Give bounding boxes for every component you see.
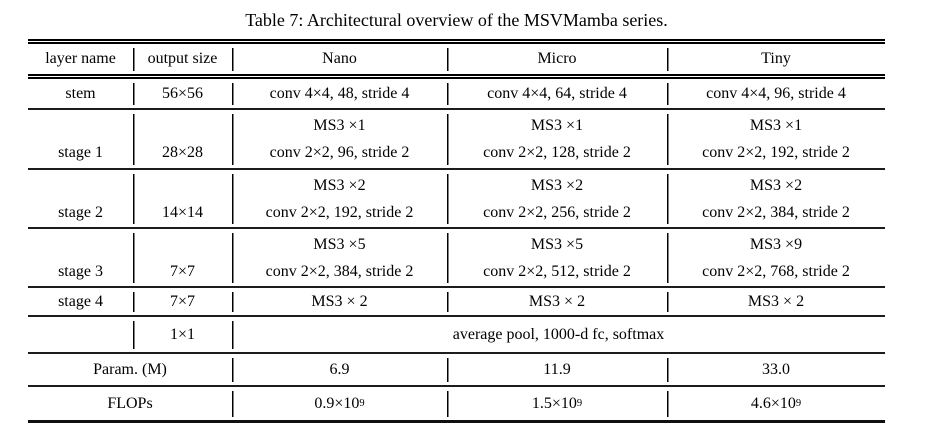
- cell-stage2-nano: MS3 ×2 conv 2×2, 192, stride 2: [232, 170, 447, 227]
- table-rule-7: [28, 385, 885, 387]
- cell-param-micro: 11.9: [447, 354, 667, 385]
- cell-stem-tiny: conv 4×4, 96, stride 4: [667, 79, 885, 108]
- cell-stage3-name: stage 3: [58, 262, 103, 280]
- cell-stage1-tiny: MS3 ×1 conv 2×2, 192, stride 2: [667, 110, 885, 168]
- col-header-layer-name: layer name: [45, 50, 116, 67]
- col-header-output-size: output size: [133, 44, 232, 74]
- table-rule-5: [28, 315, 885, 317]
- cell-stage1-micro: MS3 ×1 conv 2×2, 128, stride 2: [447, 110, 667, 168]
- cell-param-label: Param. (M): [93, 360, 167, 378]
- table-rule-2: [28, 168, 885, 170]
- cell-stage4-name: stage 4: [58, 292, 103, 310]
- cell-stage1-name: stage 1: [58, 144, 103, 161]
- cell-stage4-micro: MS3 × 2: [447, 288, 667, 315]
- table-caption: Table 7: Architectural overview of the M…: [245, 10, 668, 30]
- table-rule-3: [28, 227, 885, 229]
- cell-param-tiny: 33.0: [667, 354, 885, 385]
- cell-stage4-tiny: MS3 × 2: [667, 288, 885, 315]
- cell-stem-name: stem: [65, 84, 96, 102]
- cell-stage2-micro: MS3 ×2 conv 2×2, 256, stride 2: [447, 170, 667, 227]
- table-rule-bottom: [28, 420, 885, 423]
- cell-stage4-size: 7×7: [133, 288, 232, 315]
- table-rule-top: [28, 39, 885, 44]
- cell-pool-layer-name: [28, 317, 133, 352]
- cell-pool-content: average pool, 1000-d fc, softmax: [232, 317, 885, 352]
- cell-stage3-tiny: MS3 ×9 conv 2×2, 768, stride 2: [667, 229, 885, 286]
- table-rule-header: [28, 74, 885, 79]
- cell-stem-micro: conv 4×4, 64, stride 4: [447, 79, 667, 108]
- cell-stage1-size: 28×28: [133, 110, 232, 168]
- cell-flops-tiny: 4.6×10 9: [667, 387, 885, 420]
- col-header-micro: Micro: [447, 44, 667, 74]
- col-header-nano: Nano: [232, 44, 447, 74]
- cell-stem-nano: conv 4×4, 48, stride 4: [232, 79, 447, 108]
- cell-flops-nano: 0.9×10 9: [232, 387, 447, 420]
- cell-flops-label: FLOPs: [107, 394, 153, 412]
- cell-stage4-nano: MS3 × 2: [232, 288, 447, 315]
- cell-stage2-name: stage 2: [58, 203, 103, 221]
- architecture-table: layer name output size Nano Micro Tiny s…: [28, 39, 885, 423]
- cell-stage3-nano: MS3 ×5 conv 2×2, 384, stride 2: [232, 229, 447, 286]
- cell-pool-size: 1×1: [133, 317, 232, 352]
- cell-param-nano: 6.9: [232, 354, 447, 385]
- cell-stage3-size: 7×7: [133, 229, 232, 286]
- table-rule-4: [28, 286, 885, 288]
- table-rule-6: [28, 352, 885, 354]
- cell-stage2-tiny: MS3 ×2 conv 2×2, 384, stride 2: [667, 170, 885, 227]
- cell-stage1-nano: MS3 ×1 conv 2×2, 96, stride 2: [232, 110, 447, 168]
- cell-stage2-size: 14×14: [133, 170, 232, 227]
- table-rule-1: [28, 108, 885, 110]
- col-header-tiny: Tiny: [667, 44, 885, 74]
- cell-stage3-micro: MS3 ×5 conv 2×2, 512, stride 2: [447, 229, 667, 286]
- cell-flops-micro: 1.5×10 9: [447, 387, 667, 420]
- cell-stem-size: 56×56: [133, 79, 232, 108]
